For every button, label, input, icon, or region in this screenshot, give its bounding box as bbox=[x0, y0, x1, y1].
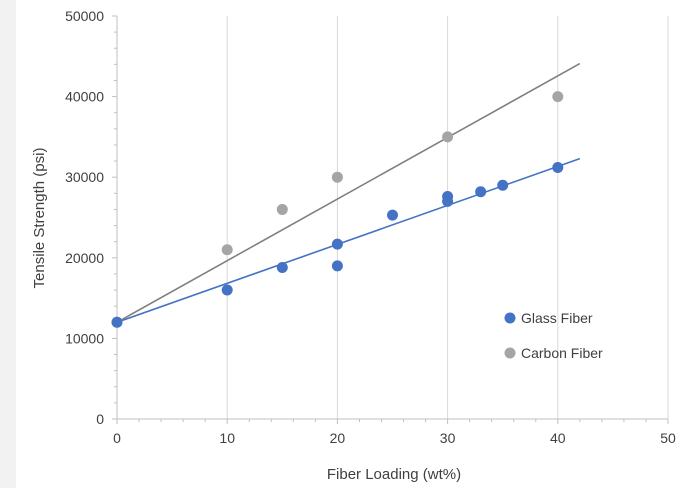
y-tick-label: 50000 bbox=[65, 8, 104, 24]
glass-fiber-point bbox=[111, 316, 123, 328]
glass-fiber-point bbox=[221, 284, 233, 296]
axes: 0 10000 20000 30000 40000 50000 0 10 20 30 40 50 bbox=[65, 8, 676, 446]
glass-fiber-point bbox=[442, 191, 454, 203]
x-tick-label: 50 bbox=[660, 430, 676, 446]
legend-glass-fiber-marker bbox=[504, 312, 516, 324]
x-tick-label: 10 bbox=[219, 430, 235, 446]
y-tick-label: 30000 bbox=[65, 169, 104, 185]
glass-fiber-point bbox=[276, 261, 288, 273]
glass-fiber-point bbox=[497, 179, 509, 191]
carbon-fiber-trendline bbox=[116, 62, 581, 323]
legend-carbon-fiber-marker bbox=[504, 347, 516, 359]
carbon-fiber-point bbox=[552, 91, 564, 103]
glass-fiber-point bbox=[552, 162, 564, 174]
x-tick-label: 30 bbox=[440, 430, 456, 446]
legend-glass-fiber-label: Glass Fiber bbox=[521, 310, 593, 326]
x-tick-label: 20 bbox=[330, 430, 346, 446]
legend-carbon-fiber-label: Carbon Fiber bbox=[521, 345, 603, 361]
glass-fiber-point bbox=[475, 186, 487, 198]
y-tick-label: 0 bbox=[96, 411, 104, 427]
carbon-fiber-point bbox=[331, 171, 343, 183]
legend: Glass Fiber Carbon Fiber bbox=[504, 310, 603, 361]
glass-fiber-point bbox=[387, 209, 398, 221]
glass-fiber-trendline bbox=[116, 157, 581, 324]
carbon-fiber-point bbox=[221, 244, 233, 256]
y-tick-label: 40000 bbox=[65, 89, 104, 105]
y-tick-label: 10000 bbox=[65, 330, 104, 346]
grid bbox=[226, 16, 669, 419]
y-axis-title: Tensile Strength (psi) bbox=[31, 148, 48, 289]
glass-fiber-point bbox=[331, 238, 343, 250]
carbon-fiber-point bbox=[276, 203, 288, 215]
glass-fiber-point bbox=[331, 260, 343, 272]
x-axis-title: Fiber Loading (wt%) bbox=[327, 466, 461, 483]
x-tick-label: 0 bbox=[113, 430, 121, 446]
carbon-fiber-point bbox=[442, 131, 454, 143]
y-tick-label: 20000 bbox=[65, 250, 104, 266]
data-points bbox=[111, 91, 564, 328]
left-frame bbox=[0, 0, 16, 488]
trendlines bbox=[116, 62, 581, 324]
x-tick-label: 40 bbox=[550, 430, 566, 446]
